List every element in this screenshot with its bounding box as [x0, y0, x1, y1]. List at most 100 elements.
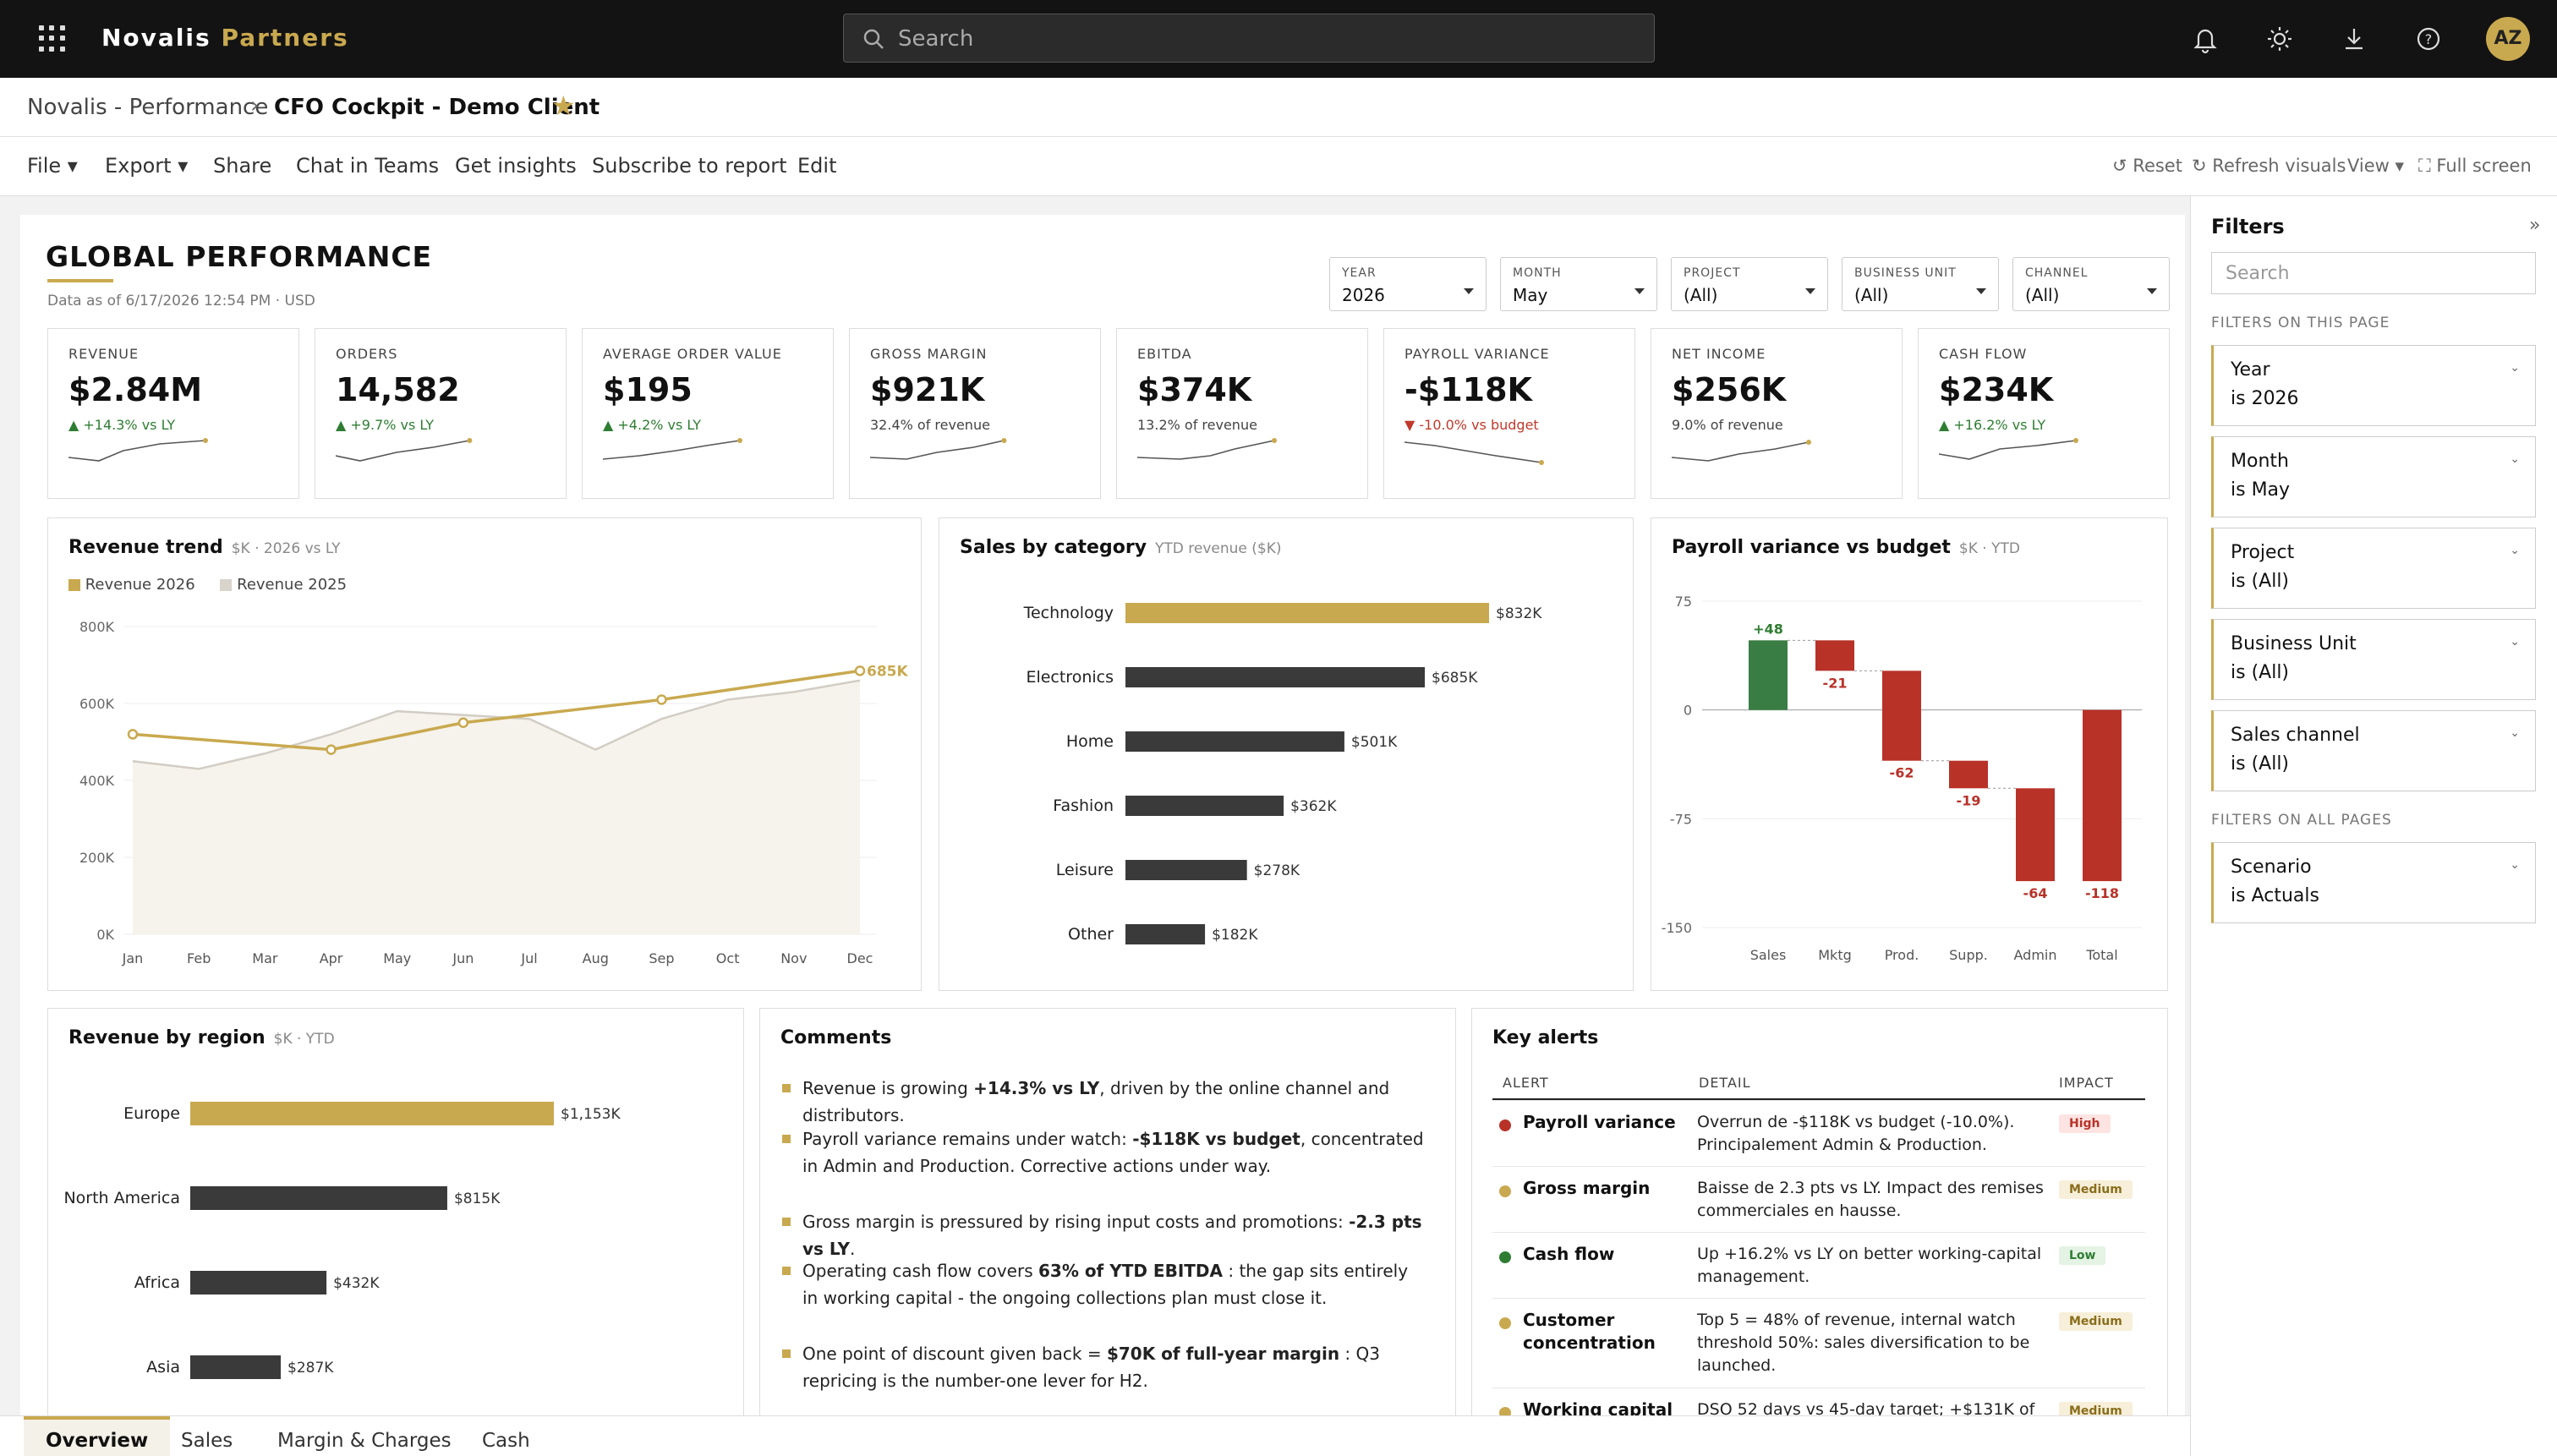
- chevron-down-icon[interactable]: ⌄: [2510, 858, 2520, 872]
- top-bar: Novalis Partners Search ? AZ: [0, 0, 2557, 78]
- bell-icon[interactable]: [2188, 22, 2222, 56]
- chat-in-teams-button[interactable]: Chat in Teams: [296, 154, 440, 178]
- breadcrumb-parent[interactable]: Novalis - Performance: [27, 95, 269, 120]
- filters-title: Filters: [2211, 215, 2285, 238]
- filter-card-scenario[interactable]: Scenario is Actuals ⌄: [2211, 842, 2536, 923]
- filters-search-input[interactable]: Search: [2211, 252, 2536, 294]
- bar[interactable]: [1125, 924, 1206, 944]
- bar[interactable]: [190, 1186, 447, 1210]
- file-menu[interactable]: File ▾: [27, 154, 78, 178]
- slicer-year[interactable]: YEAR 2026: [1329, 257, 1487, 311]
- page-tabs: Overview Sales Margin & Charges Cash: [0, 1415, 2190, 1456]
- kpi-delta: 13.2% of revenue: [1137, 417, 1257, 433]
- filter-name: Year: [2231, 359, 2270, 380]
- bar[interactable]: [1125, 667, 1426, 687]
- series-2026-point[interactable]: [656, 694, 667, 705]
- slicer-month[interactable]: MONTH May: [1500, 257, 1657, 311]
- waterfall-bar[interactable]: [1882, 671, 1921, 761]
- sparkline-path: [1137, 440, 1275, 460]
- alert-detail: Top 5 = 48% of revenue, internal watch t…: [1697, 1311, 2030, 1375]
- filter-value: is May: [2231, 479, 2291, 501]
- help-icon[interactable]: ?: [2412, 22, 2445, 56]
- bar[interactable]: [1125, 796, 1284, 816]
- export-menu-label: Export: [105, 154, 172, 178]
- alert-row[interactable]: Cash flow Up +16.2% vs LY on better worki…: [1492, 1232, 2145, 1298]
- slicer-business-unit[interactable]: BUSINESS UNIT (All): [1842, 257, 1999, 311]
- export-menu[interactable]: Export ▾: [105, 154, 189, 178]
- slicer-project[interactable]: PROJECT (All): [1671, 257, 1828, 311]
- waterfall-bar[interactable]: [1949, 760, 1988, 789]
- user-avatar[interactable]: AZ: [2486, 17, 2530, 61]
- y-tick-label: 75: [1675, 594, 1692, 610]
- comment-text-c: , driven by the online channel and distr…: [802, 1078, 1390, 1125]
- slicer-channel[interactable]: CHANNEL (All): [2012, 257, 2170, 311]
- chevron-down-icon[interactable]: ⌄: [2510, 635, 2520, 649]
- sparkline-end-dot: [1272, 438, 1277, 443]
- brightness-icon[interactable]: [2263, 22, 2297, 56]
- bar[interactable]: [190, 1355, 282, 1379]
- bar-value-label: $501K: [1351, 734, 1398, 751]
- comment-item: One point of discount given back = $70K …: [782, 1340, 1425, 1394]
- tab-cash[interactable]: Cash: [482, 1430, 530, 1452]
- reset-button[interactable]: ↺ Reset: [2112, 156, 2182, 176]
- filter-card-project[interactable]: Project is (All) ⌄: [2211, 528, 2536, 609]
- alert-row[interactable]: Gross margin Baisse de 2.3 pts vs LY. Imp…: [1492, 1166, 2145, 1232]
- alert-row[interactable]: Customer concentration Top 5 = 48% of rev…: [1492, 1298, 2145, 1388]
- series-2026-point[interactable]: [127, 729, 139, 740]
- reset-label: Reset: [2133, 156, 2182, 176]
- bar[interactable]: [190, 1102, 554, 1125]
- alerts-header-alert: ALERT: [1503, 1075, 1549, 1091]
- alert-row[interactable]: Payroll variance Overrun de -$118K vs bud…: [1492, 1100, 2145, 1166]
- filter-value: is (All): [2231, 571, 2290, 592]
- series-2026-point[interactable]: [326, 744, 337, 755]
- series-2026-point[interactable]: [854, 665, 866, 676]
- get-insights-button[interactable]: Get insights: [455, 154, 577, 178]
- revenue-trend-title-text: Revenue trend: [68, 537, 223, 558]
- kpi-sparkline: [336, 438, 473, 462]
- refresh-visuals-button[interactable]: ↻ Refresh visuals: [2192, 156, 2346, 176]
- legend-label-2026: Revenue 2026: [85, 576, 195, 594]
- subscribe-button[interactable]: Subscribe to report: [592, 154, 787, 178]
- bar-value-label: -64: [2023, 885, 2048, 901]
- tab-overview[interactable]: Overview: [24, 1416, 171, 1456]
- bar[interactable]: [1125, 731, 1344, 752]
- full-screen-button[interactable]: ⛶ Full screen: [2418, 156, 2532, 177]
- payroll-variance-subtitle: $K · YTD: [1958, 540, 2020, 557]
- y-tick-label: 600K: [79, 696, 115, 712]
- series-2026-point[interactable]: [457, 717, 469, 728]
- bar[interactable]: [190, 1271, 327, 1295]
- share-button[interactable]: Share: [213, 154, 272, 178]
- bar-value-label: $182K: [1212, 927, 1258, 944]
- chevron-down-icon[interactable]: ⌄: [2510, 544, 2520, 557]
- filter-card-business-unit[interactable]: Business Unit is (All) ⌄: [2211, 619, 2536, 700]
- waterfall-bar[interactable]: [1749, 640, 1788, 710]
- filter-card-sales-channel[interactable]: Sales channel is (All) ⌄: [2211, 710, 2536, 791]
- slicer-value: May: [1513, 285, 1548, 305]
- collapse-filters-icon[interactable]: »: [2529, 215, 2541, 236]
- chevron-down-icon[interactable]: ⌄: [2510, 361, 2520, 375]
- bar-value-label: +48: [1753, 621, 1783, 637]
- bar-value-label: -62: [1890, 765, 1914, 781]
- breadcrumb-separator: ›: [250, 93, 260, 118]
- tab-margin-charges[interactable]: Margin & Charges: [277, 1430, 452, 1452]
- filter-card-year[interactable]: Year is 2026 ⌄: [2211, 345, 2536, 426]
- sparkline-path: [336, 440, 470, 462]
- chevron-down-icon[interactable]: ⌄: [2510, 452, 2520, 466]
- waterfall-bar[interactable]: [2083, 709, 2122, 882]
- app-launcher-icon[interactable]: [39, 25, 66, 52]
- sparkline-end-dot: [203, 438, 208, 443]
- download-icon[interactable]: [2337, 22, 2371, 56]
- sparkline-end-dot: [1806, 440, 1811, 445]
- waterfall-bar[interactable]: [1815, 640, 1854, 671]
- bar[interactable]: [1125, 603, 1489, 623]
- bar[interactable]: [1125, 860, 1247, 880]
- edit-button[interactable]: Edit: [797, 154, 837, 178]
- waterfall-bar[interactable]: [2016, 788, 2055, 882]
- view-menu[interactable]: View ▾: [2347, 156, 2405, 176]
- category-label: Asia: [146, 1358, 180, 1377]
- tab-sales[interactable]: Sales: [181, 1430, 233, 1452]
- filter-card-month[interactable]: Month is May ⌄: [2211, 436, 2536, 517]
- chevron-down-icon[interactable]: ⌄: [2510, 726, 2520, 740]
- global-search-input[interactable]: Search: [843, 14, 1655, 63]
- favorite-star-icon[interactable]: ★: [551, 90, 576, 122]
